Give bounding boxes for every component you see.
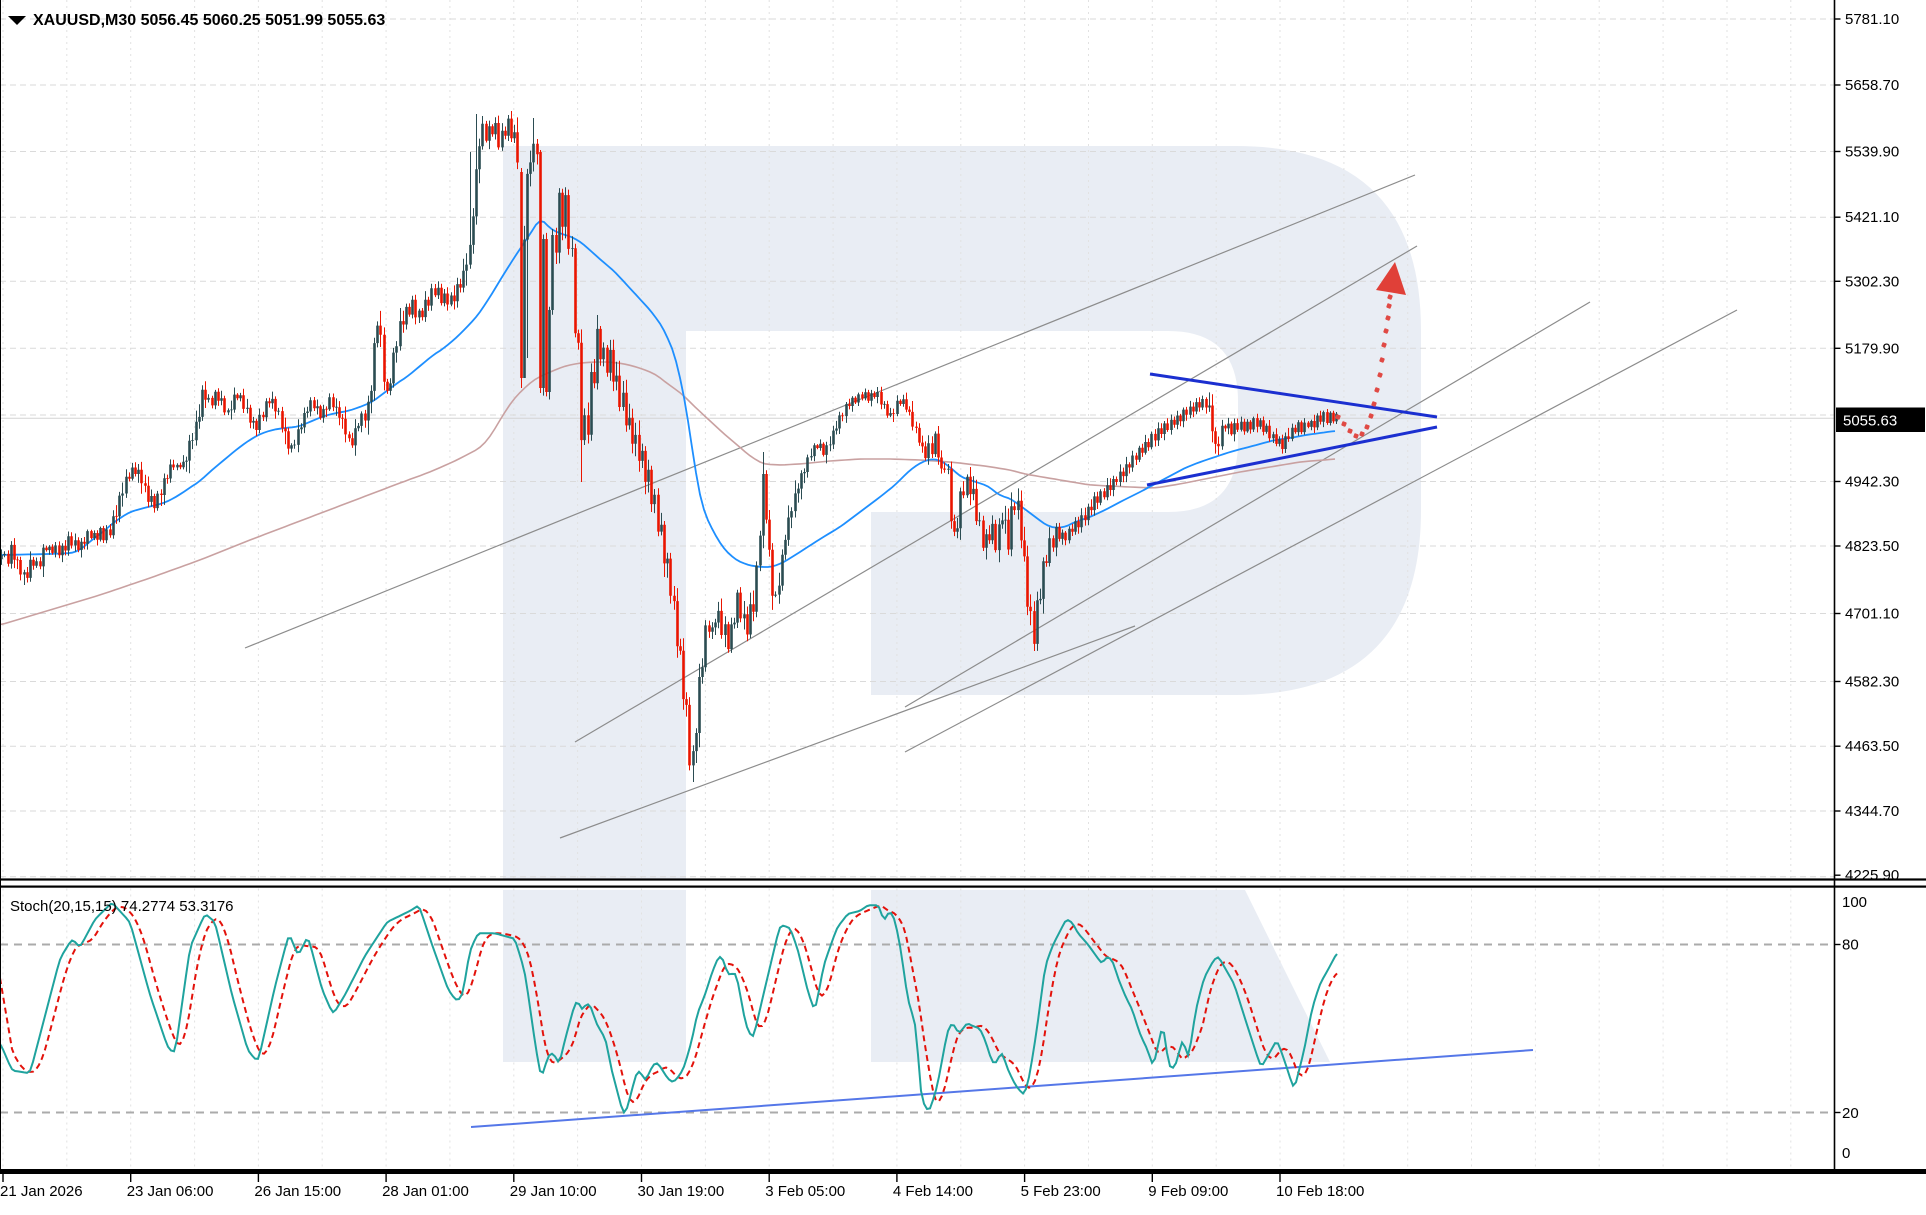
svg-text:30 Jan 19:00: 30 Jan 19:00: [638, 1183, 725, 1200]
svg-text:100: 100: [1842, 894, 1867, 911]
svg-text:21 Jan 2026: 21 Jan 2026: [0, 1183, 83, 1200]
svg-text:23 Jan 06:00: 23 Jan 06:00: [127, 1183, 214, 1200]
svg-text:5179.90: 5179.90: [1845, 340, 1899, 357]
svg-text:4225.90: 4225.90: [1845, 867, 1899, 884]
svg-text:5 Feb 23:00: 5 Feb 23:00: [1021, 1183, 1101, 1200]
svg-text:20: 20: [1842, 1105, 1859, 1122]
svg-text:0: 0: [1842, 1145, 1850, 1162]
svg-text:4344.70: 4344.70: [1845, 803, 1899, 820]
svg-text:4463.50: 4463.50: [1845, 738, 1899, 755]
svg-text:5781.10: 5781.10: [1845, 11, 1899, 28]
svg-text:5539.90: 5539.90: [1845, 144, 1899, 161]
svg-text:4823.50: 4823.50: [1845, 538, 1899, 555]
svg-text:3 Feb 05:00: 3 Feb 05:00: [765, 1183, 845, 1200]
svg-text:5302.30: 5302.30: [1845, 273, 1899, 290]
svg-text:26 Jan 15:00: 26 Jan 15:00: [254, 1183, 341, 1200]
svg-text:10 Feb 18:00: 10 Feb 18:00: [1276, 1183, 1364, 1200]
svg-text:29 Jan 10:00: 29 Jan 10:00: [510, 1183, 597, 1200]
svg-text:Stoch(20,15,15) 74.2774 53.317: Stoch(20,15,15) 74.2774 53.3176: [10, 898, 234, 915]
svg-text:4582.30: 4582.30: [1845, 674, 1899, 691]
svg-text:80: 80: [1842, 937, 1859, 954]
svg-text:9 Feb 09:00: 9 Feb 09:00: [1148, 1183, 1228, 1200]
svg-text:5421.10: 5421.10: [1845, 209, 1899, 226]
svg-text:28 Jan 01:00: 28 Jan 01:00: [382, 1183, 469, 1200]
svg-text:5055.63: 5055.63: [1843, 413, 1897, 430]
svg-text:5658.70: 5658.70: [1845, 77, 1899, 94]
svg-text:4942.30: 4942.30: [1845, 474, 1899, 491]
svg-text:4 Feb 14:00: 4 Feb 14:00: [893, 1183, 973, 1200]
svg-text:4701.10: 4701.10: [1845, 606, 1899, 623]
svg-text:XAUUSD,M30 5056.45 5060.25 50: XAUUSD,M30 5056.45 5060.25 5051.99 5055.…: [33, 12, 385, 29]
